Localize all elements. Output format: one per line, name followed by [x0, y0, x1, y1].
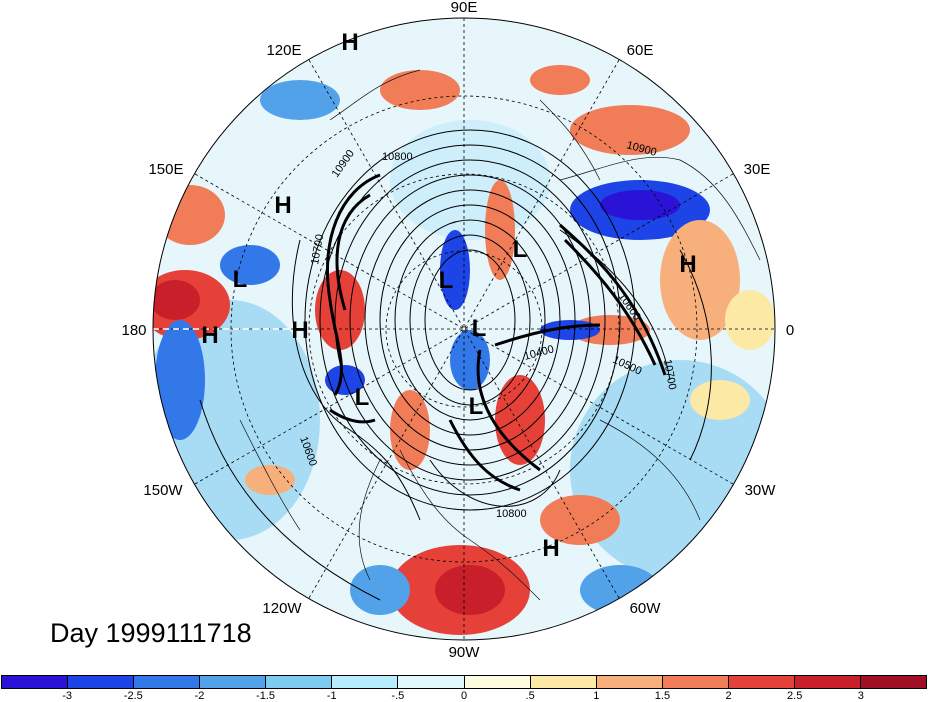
- lon-label-120w: 120W: [262, 600, 302, 617]
- lon-label-150e: 150E: [148, 161, 183, 178]
- colorbar-ticks: -3 -2.5 -2 -1.5 -1 -.5 0 .5 1 1.5 2 2.5 3: [0, 690, 928, 702]
- colorbar-tick-label: 2: [725, 690, 732, 702]
- contour-label: 10700: [309, 233, 326, 265]
- pressure-center-h: H: [542, 535, 559, 562]
- colorbar-segment: [464, 676, 531, 688]
- colorbar-segment: [662, 676, 729, 688]
- colorbar-tick-label: .5: [525, 690, 535, 702]
- polar-map: 90E 60E 30E 0 30W 60W 90W 120W 150W 180 …: [121, 0, 794, 661]
- contour-label: 10800: [496, 508, 527, 520]
- pressure-center-h: H: [341, 29, 358, 56]
- lon-label-90e: 90E: [451, 0, 478, 16]
- colorbar-tick-label: -2: [194, 690, 205, 702]
- pressure-center-l: L: [439, 267, 454, 294]
- colorbar-segment: [200, 676, 267, 688]
- lon-label-0: 0: [786, 322, 794, 339]
- pressure-center-h: H: [274, 192, 291, 219]
- lon-label-90w: 90W: [449, 644, 481, 661]
- day-label: Day 1999111718: [50, 618, 252, 648]
- colorbar-segment: [794, 676, 862, 688]
- colorbar-segment: [68, 676, 135, 688]
- colorbar-segment: [266, 676, 333, 688]
- colorbar-segment: [398, 676, 465, 688]
- map-border: [152, 17, 776, 641]
- colorbar-segment: [596, 676, 663, 688]
- pressure-center-l: L: [233, 266, 248, 293]
- colorbar-tick-label: -1: [326, 690, 337, 702]
- contour-label: 10800: [382, 151, 413, 163]
- colorbar-segment: [332, 676, 399, 688]
- colorbar-segment: [728, 676, 795, 688]
- lon-label-60w: 60W: [630, 600, 662, 617]
- pressure-center-l: L: [469, 393, 484, 420]
- lon-label-180: 180: [121, 322, 146, 339]
- pressure-center-l: L: [472, 315, 487, 342]
- contour-label: 10700: [661, 358, 678, 390]
- pressure-center-h: H: [679, 251, 696, 278]
- colorbar: [1, 675, 927, 689]
- colorbar-tick-label: -.5: [391, 690, 405, 702]
- lon-label-60e: 60E: [627, 42, 654, 59]
- height-contours: [199, 129, 712, 601]
- colorbar-tick-label: -3: [62, 690, 73, 702]
- pressure-center-h: H: [291, 317, 308, 344]
- lon-label-120e: 120E: [266, 42, 301, 59]
- colorbar-tick-label: -2.5: [123, 690, 143, 702]
- colorbar-tick-label: 1.5: [654, 690, 671, 702]
- colorbar-segment: [530, 676, 597, 688]
- pressure-center-h: H: [201, 322, 218, 349]
- colorbar-tick-label: -1.5: [256, 690, 276, 702]
- pressure-center-l: L: [513, 236, 528, 263]
- colorbar-segment: [2, 676, 69, 688]
- lon-label-150w: 150W: [143, 482, 183, 499]
- jet-contours: [325, 173, 667, 492]
- colorbar-segment: [134, 676, 201, 688]
- colorbar-tick-label: 1: [593, 690, 600, 702]
- colorbar-tick-label: 2.5: [787, 690, 803, 702]
- pressure-center-l: L: [355, 384, 370, 411]
- colorbar-tick-label: 3: [857, 690, 864, 702]
- coastlines: [239, 69, 761, 601]
- lon-label-30w: 30W: [745, 482, 777, 499]
- anomaly-field: [153, 18, 775, 640]
- colorbar-tick-label: 0: [460, 690, 468, 702]
- lon-label-30e: 30E: [744, 161, 771, 178]
- colorbar-segment: [861, 676, 927, 688]
